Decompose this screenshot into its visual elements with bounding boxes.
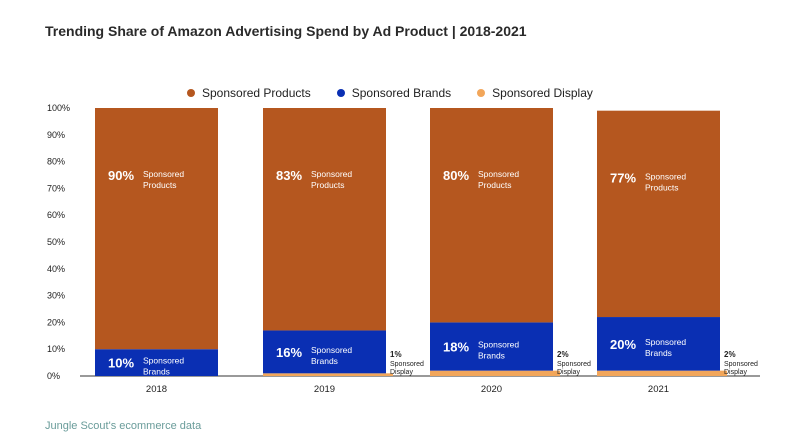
data-label-display-name: Sponsored — [390, 361, 424, 368]
data-label-products-name: Sponsored — [143, 169, 184, 179]
y-tick-label: 10% — [47, 344, 65, 354]
legend-item-display: Sponsored Display — [477, 86, 593, 100]
y-tick-label: 0% — [47, 371, 60, 381]
data-label-display-percent: 2% — [724, 350, 736, 359]
y-tick-label: 80% — [47, 157, 65, 167]
data-label-products-percent: 83% — [276, 168, 302, 183]
data-label-products-name: Sponsored — [645, 172, 686, 182]
legend-dot-display — [477, 89, 486, 97]
data-label-brands-name: Sponsored — [478, 340, 519, 350]
y-tick-label: 60% — [47, 210, 65, 220]
bar-segment-sponsored-brands — [263, 330, 386, 374]
data-label-brands-percent: 20% — [610, 337, 636, 352]
data-label-brands-percent: 16% — [276, 345, 302, 360]
data-label-brands-name: Sponsored — [645, 337, 686, 347]
data-label-products-percent: 77% — [610, 171, 636, 186]
x-tick-label: 2020 — [481, 384, 502, 395]
data-label-products-name: Sponsored — [478, 169, 519, 179]
x-tick-label: 2021 — [648, 384, 669, 395]
data-label-products-name: Products — [478, 180, 512, 190]
data-label-display-name: Display — [557, 369, 580, 376]
data-label-brands-percent: 18% — [443, 340, 469, 355]
y-tick-label: 100% — [47, 103, 70, 113]
data-label-display-name: Sponsored — [557, 361, 591, 368]
y-tick-label: 50% — [47, 237, 65, 247]
bar-segment-sponsored-products — [263, 108, 386, 331]
source-note: Jungle Scout's ecommerce data — [45, 420, 202, 432]
data-label-products-name: Sponsored — [311, 169, 352, 179]
data-label-display-percent: 1% — [390, 350, 402, 359]
y-tick-label: 40% — [47, 264, 65, 274]
bar-segment-sponsored-products — [430, 108, 553, 323]
bar-segment-sponsored-products — [597, 110, 720, 318]
data-label-display-name: Sponsored — [724, 361, 758, 368]
data-label-brands-name: Brands — [645, 348, 672, 358]
data-label-brands-name: Brands — [311, 356, 338, 366]
bar-segment-sponsored-brands — [430, 322, 553, 371]
data-label-display-percent: 2% — [557, 350, 569, 359]
data-label-products-percent: 90% — [108, 168, 134, 183]
bar-segment-sponsored-brands — [597, 317, 720, 371]
data-label-brands-percent: 10% — [108, 356, 134, 371]
legend-label-brands: Sponsored Brands — [351, 86, 452, 100]
legend-dot-brands — [336, 89, 345, 97]
data-label-brands-name: Sponsored — [143, 356, 184, 366]
bar-segment-sponsored-products — [95, 108, 218, 350]
y-tick-label: 90% — [47, 130, 65, 140]
legend-item-products: Sponsored Products — [187, 86, 311, 100]
legend-label-display: Sponsored Display — [492, 86, 593, 100]
legend-item-brands: Sponsored Brands — [336, 86, 452, 100]
data-label-display-name: Display — [390, 369, 413, 376]
data-label-brands-name: Sponsored — [311, 345, 352, 355]
y-tick-label: 70% — [47, 183, 65, 193]
y-tick-label: 20% — [47, 317, 65, 327]
legend-dot-products — [187, 89, 195, 97]
y-tick-label: 30% — [47, 291, 65, 301]
chart-title: Trending Share of Amazon Advertising Spe… — [45, 23, 527, 39]
data-label-products-name: Products — [311, 180, 345, 190]
data-label-products-percent: 80% — [443, 168, 469, 183]
data-label-brands-name: Brands — [143, 367, 170, 377]
data-label-products-name: Products — [143, 180, 177, 190]
data-label-brands-name: Brands — [478, 351, 505, 361]
x-tick-label: 2018 — [146, 384, 167, 395]
bar-segment-sponsored-brands — [95, 349, 218, 376]
x-tick-label: 2019 — [314, 384, 335, 395]
legend-label-products: Sponsored Products — [202, 86, 311, 100]
bar-segment-sponsored-display — [263, 373, 393, 376]
bar-segment-sponsored-display — [597, 370, 727, 376]
data-label-products-name: Products — [645, 183, 679, 193]
data-label-display-name: Display — [724, 369, 747, 376]
bar-segment-sponsored-display — [430, 370, 560, 376]
legend: Sponsored Products Sponsored Brands Spon… — [187, 86, 593, 100]
